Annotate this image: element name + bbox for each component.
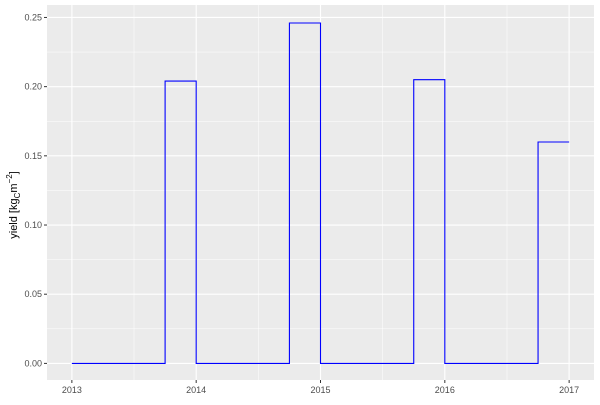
y-tick-label: 0.00 bbox=[24, 358, 42, 368]
y-label-main: yield [kg bbox=[8, 198, 20, 238]
y-label-end: ] bbox=[8, 171, 20, 174]
axes: 2013 2014 2015 2016 2017 0.00 0.05 0.10 0.15 0.20… bbox=[24, 12, 579, 395]
y-tick-label: 0.15 bbox=[24, 151, 42, 161]
x-tick-label: 2014 bbox=[186, 385, 206, 395]
y-label-mid: m bbox=[8, 183, 20, 192]
y-label-sup: −2 bbox=[5, 174, 14, 184]
y-tick-label: 0.05 bbox=[24, 289, 42, 299]
y-tick-label: 0.20 bbox=[24, 82, 42, 92]
x-tick-label: 2013 bbox=[62, 385, 82, 395]
series-layer bbox=[71, 22, 570, 364]
x-tick-label: 2017 bbox=[559, 385, 579, 395]
x-tick-label: 2016 bbox=[435, 385, 455, 395]
y-label-sub: C bbox=[13, 192, 22, 198]
y-tick-label: 0.25 bbox=[24, 12, 42, 22]
series-step-line bbox=[71, 22, 570, 364]
y-axis-label: yield [kgCm−2] bbox=[5, 171, 22, 239]
x-tick-label: 2015 bbox=[310, 385, 330, 395]
y-tick-label: 0.10 bbox=[24, 220, 42, 230]
